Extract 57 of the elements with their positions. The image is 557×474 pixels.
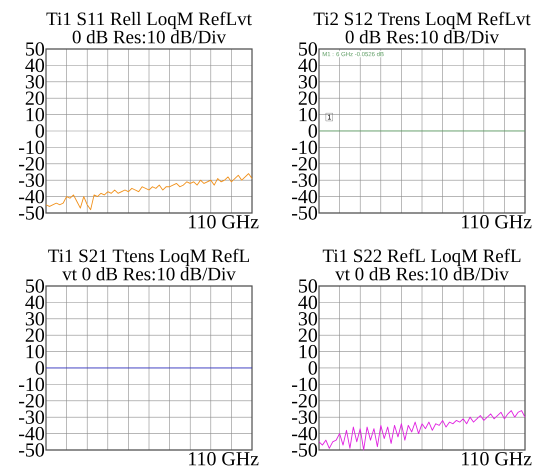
y-tick-label: -30 — [292, 173, 318, 187]
y-tick-label: 10 — [26, 344, 44, 358]
y-tick-label: 50 — [26, 42, 44, 56]
y-tick-label: 50 — [299, 279, 318, 293]
y-tick-label: 10 — [300, 344, 318, 358]
chart-subtitle: vt 0 dB Res:10 dB/Div — [62, 267, 236, 280]
y-tick-label: -30 — [18, 410, 44, 424]
y-tick-label: 30 — [298, 312, 318, 326]
y-tick-label: -40 — [18, 190, 44, 204]
y-tick-label: 30 — [298, 75, 318, 88]
y-tick-label: -10 — [292, 140, 318, 154]
y-tick-label: 0 — [308, 124, 318, 138]
y-tick-label: -10 — [18, 378, 44, 392]
y-tick-label: 20 — [298, 328, 318, 342]
y-tick-label: 50 — [299, 42, 318, 56]
chart-title: Ti1 S21 Ttens LoqM RefL — [48, 248, 249, 266]
y-tick-label: 20 — [26, 328, 44, 342]
y-tick-label: 20 — [298, 91, 318, 105]
y-tick-label: 40 — [25, 58, 44, 72]
y-tick-label: -10 — [18, 140, 44, 154]
line-series — [318, 410, 526, 450]
y-tick-label: 40 — [25, 296, 44, 310]
y-tick-label: 30 — [26, 312, 44, 326]
y-tick-label: -50 — [292, 443, 318, 457]
text: 110 GHz — [189, 215, 258, 228]
chart-subtitle: 0 dB Res:10 dB/Div — [72, 30, 226, 44]
y-tick-label: 40 — [298, 58, 318, 72]
y-tick-label: 20 — [26, 91, 44, 105]
y-tick-label: -30 — [18, 173, 44, 187]
y-tick-label: -50 — [18, 206, 44, 220]
chart-title: Ti1 S22 RefL LoqM RefL — [322, 248, 520, 266]
y-tick-label: -20 — [18, 394, 44, 408]
y-tick-label: 30 — [26, 75, 44, 88]
chart-title: Ti1 S11 Rell LoqM RefLvt — [46, 12, 252, 30]
y-tick-label: 10 — [300, 108, 318, 122]
y-tick-label: -40 — [18, 426, 44, 440]
text: 110 GHz — [462, 452, 532, 466]
chart-title: Ti2 S12 Trens LoqM RefLvt — [314, 12, 531, 30]
y-tick-label: -10 — [292, 378, 318, 392]
y-tick-label: 0 — [36, 361, 44, 375]
y-tick-label: -30 — [292, 410, 318, 424]
text: 110 GHz — [189, 452, 258, 466]
y-tick-label: -50 — [18, 443, 44, 457]
y-tick-label: 40 — [298, 296, 318, 310]
y-tick-label: -40 — [292, 190, 318, 204]
y-tick-label: -20 — [292, 394, 318, 408]
y-tick-label: -50 — [292, 206, 318, 220]
y-tick-label: 50 — [26, 279, 44, 293]
chart-subtitle: 0 dB Res:10 dB/Div — [346, 30, 500, 44]
chart-subtitle: vt 0 dB Res:10 dB/Div — [335, 267, 509, 280]
y-tick-label: -20 — [18, 157, 44, 170]
text: 110 GHz — [462, 215, 532, 228]
y-tick-label: -40 — [292, 426, 318, 440]
y-tick-label: 0 — [308, 361, 318, 375]
y-tick-label: -20 — [292, 157, 318, 170]
y-tick-label: 10 — [26, 108, 44, 122]
y-tick-label: 0 — [36, 124, 44, 138]
